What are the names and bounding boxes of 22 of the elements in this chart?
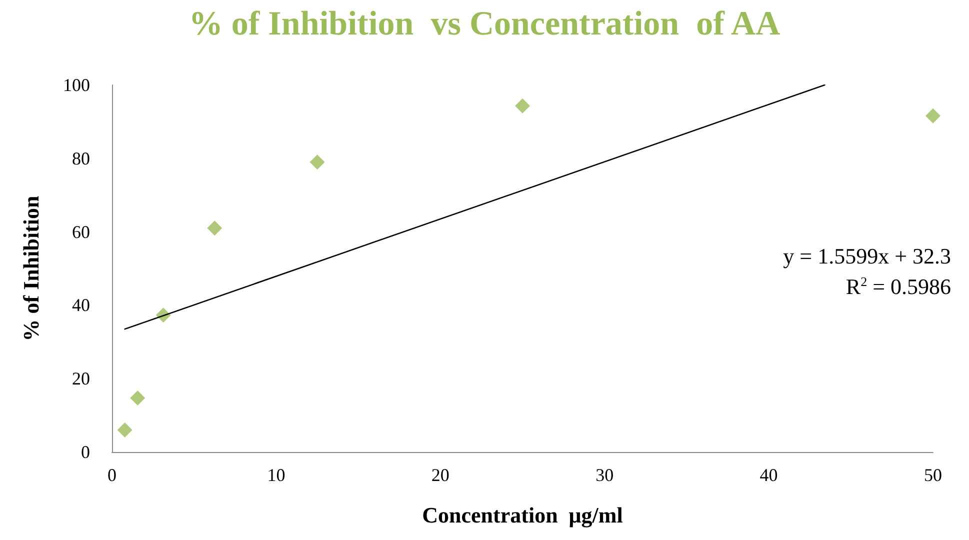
annotation: y = 1.5599x + 32.3 xyxy=(783,244,952,268)
y-tick-label: 80 xyxy=(72,148,90,168)
point xyxy=(130,390,146,406)
chart-title: % of Inhibition vs Concentration of AA xyxy=(188,6,781,42)
point xyxy=(117,422,132,438)
x-tick-label: 0 xyxy=(108,465,116,485)
y-tick-label: 40 xyxy=(72,295,90,316)
x-axis-title: Concentration μg/ml xyxy=(422,502,623,528)
y-tick-label: 0 xyxy=(81,442,90,462)
point xyxy=(515,98,530,114)
point xyxy=(310,154,325,170)
y-tick-label: 20 xyxy=(72,368,90,389)
point xyxy=(207,220,222,236)
x-tick-label: 40 xyxy=(760,465,778,485)
x-tick-label: 50 xyxy=(924,465,942,485)
x-tick-label: 30 xyxy=(596,465,614,485)
y-tick-label: 60 xyxy=(72,222,90,242)
x-tick-label: 10 xyxy=(267,465,286,485)
y-tick-label: 100 xyxy=(63,75,90,95)
x-tick-label: 20 xyxy=(431,465,450,485)
point xyxy=(926,108,940,124)
y-axis-title: % of Inhibition xyxy=(18,196,44,342)
